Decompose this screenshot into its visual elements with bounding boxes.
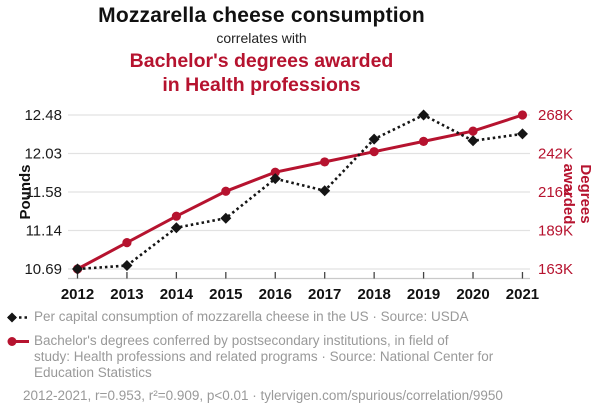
red-circle-solid-line-icon: [7, 337, 29, 346]
mozzarella-marker: [368, 133, 380, 145]
degrees-series-line: [76, 113, 523, 271]
black-diamond-dashed-line-icon: [7, 312, 30, 323]
left-axis-tick-label: 12.48: [24, 107, 62, 124]
page-title: Mozzarella cheese consumption: [98, 4, 425, 27]
right-axis-tick-label: 163K: [538, 261, 573, 278]
subtitle-line-2: in Health professions: [162, 74, 361, 96]
mozzarella-marker: [418, 109, 430, 121]
legend-label-degrees-line-1: Bachelor's degrees conferred by postseco…: [34, 333, 449, 348]
stats-footer: 2012-2021, r=0.953, r²=0.909, p<0.01 · t…: [23, 388, 503, 403]
mozzarella-marker: [269, 173, 281, 185]
x-axis-year-label: 2017: [308, 286, 341, 303]
x-axis-year-label: 2013: [110, 286, 143, 303]
degrees-marker: [122, 238, 132, 248]
left-axis-title: Pounds: [17, 164, 34, 220]
mozzarella-marker: [170, 222, 182, 234]
degrees-marker: [517, 110, 528, 120]
plot-area: 12.48 268K 12.03 242K 11.58 216K 11.14 189K 10.6…: [24, 107, 573, 303]
legend-item-degrees: Bachelor's degrees conferred by postseco…: [4, 333, 493, 381]
left-axis-tick-label: 10.69: [24, 261, 62, 278]
mozzarella-marker: [516, 128, 528, 140]
right-axis-title: Degrees awarded: [560, 163, 594, 225]
x-axis-year-label: 2014: [160, 286, 194, 303]
right-axis-tick-label: 242K: [538, 146, 573, 163]
right-axis-tick-label: 216K: [538, 184, 573, 201]
legend-item-mozzarella: Per capital consumption of mozzarella ch…: [4, 309, 493, 325]
right-axis-tick-label: 268K: [538, 107, 573, 124]
legend-label-degrees-line-3: Education Statistics: [34, 365, 152, 380]
mozzarella-series-line: [77, 113, 523, 271]
left-axis-tick-label: 11.58: [26, 184, 62, 201]
mozzarella-marker: [319, 185, 331, 197]
legend: Per capital consumption of mozzarella ch…: [4, 309, 493, 389]
x-axis-year-label: 2021: [506, 286, 539, 303]
x-axis-year-label: 2019: [407, 286, 440, 303]
mozzarella-marker: [467, 135, 479, 147]
mozzarella-marker: [220, 212, 232, 224]
left-axis-tick-label: 12.03: [24, 146, 62, 163]
mozzarella-marker: [72, 263, 83, 275]
degrees-marker: [320, 157, 330, 167]
legend-label-degrees-line-2: study: Health professions and related pr…: [34, 349, 494, 364]
degrees-marker: [369, 147, 379, 157]
correlates-with-text: correlates with: [216, 30, 307, 46]
x-axis-year-label: 2015: [209, 286, 242, 303]
x-axis-year-label: 2016: [259, 286, 292, 303]
legend-label-mozzarella: Per capital consumption of mozzarella ch…: [34, 309, 469, 324]
subtitle-line-1: Bachelor's degrees awarded: [129, 50, 394, 72]
x-axis-year-label: 2020: [456, 286, 489, 303]
degrees-marker: [221, 186, 231, 196]
x-axis-year-label: 2012: [61, 286, 94, 303]
right-axis-tick-label: 189K: [538, 223, 573, 240]
degrees-marker: [418, 136, 429, 146]
mozzarella-marker: [121, 260, 133, 272]
left-axis-tick-label: 11.14: [26, 223, 62, 240]
chart-subtitle: Bachelor's degrees awarded in Health pro…: [0, 49, 523, 97]
x-axis-year-label: 2018: [357, 286, 390, 303]
degrees-marker: [171, 211, 181, 221]
degrees-marker: [270, 167, 280, 177]
degrees-marker: [468, 126, 478, 136]
